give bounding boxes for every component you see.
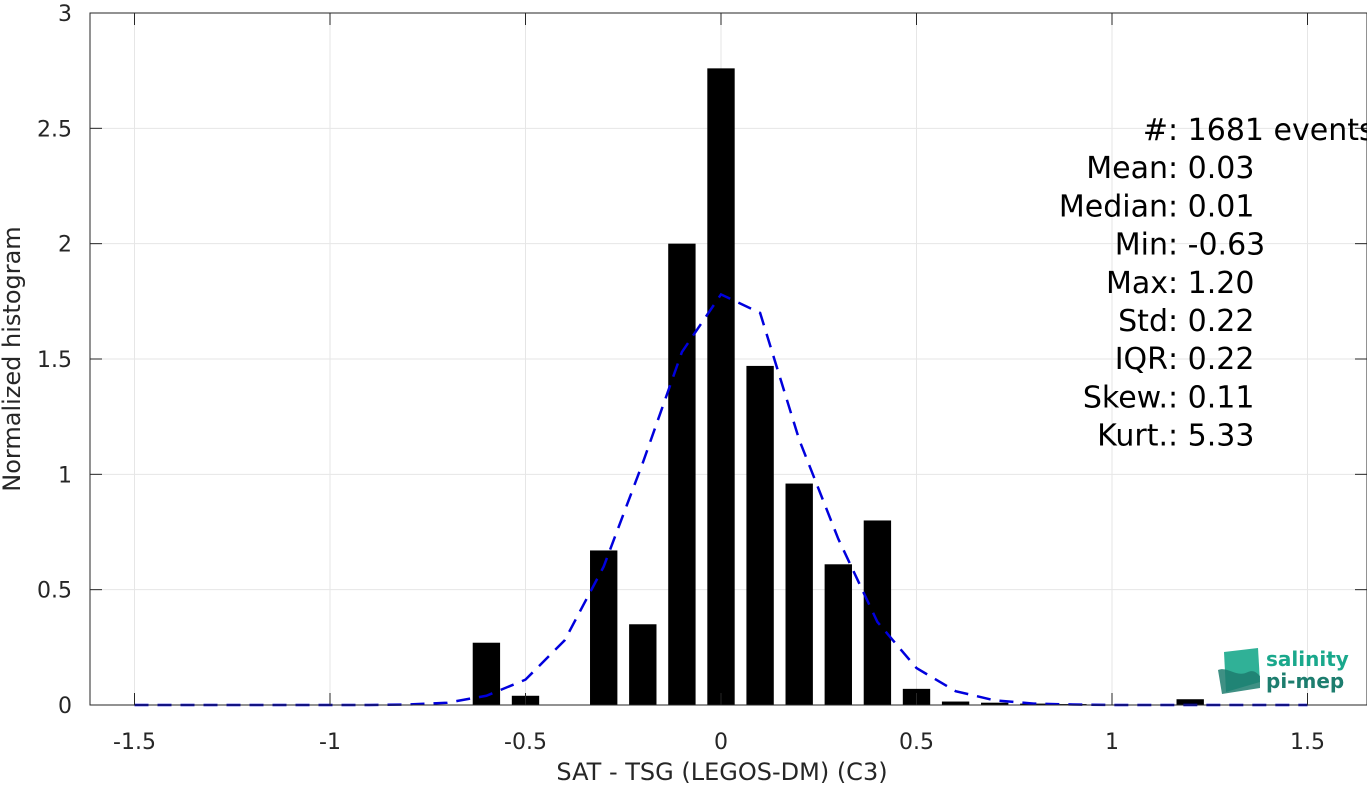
histogram-bar bbox=[863, 520, 892, 705]
histogram-bar bbox=[590, 550, 618, 705]
histogram-bar bbox=[981, 702, 1009, 705]
y-tick-label: 2.5 bbox=[37, 117, 72, 142]
stat-value: : 0.22 bbox=[1168, 342, 1254, 377]
stat-label: # bbox=[1143, 113, 1168, 148]
x-axis-label: SAT - TSG (LEGOS-DM) (C3) bbox=[556, 758, 887, 785]
stat-label: IQR bbox=[1115, 342, 1168, 377]
x-tick-label: -1 bbox=[319, 730, 341, 755]
ticks bbox=[90, 12, 1367, 706]
y-tick-label: 1 bbox=[58, 463, 72, 488]
histogram-bar bbox=[668, 243, 696, 705]
histogram-bar bbox=[824, 564, 852, 705]
x-tick-label: 1.5 bbox=[1290, 730, 1325, 755]
y-tick-label: 2 bbox=[58, 233, 72, 258]
stat-value: : 0.22 bbox=[1168, 304, 1254, 339]
x-tick-label: -1.5 bbox=[113, 730, 156, 755]
stat-value: : 0.03 bbox=[1168, 151, 1254, 186]
histogram-bar bbox=[785, 483, 813, 705]
stat-value: : -0.63 bbox=[1168, 228, 1265, 263]
x-tick-label: -0.5 bbox=[504, 730, 547, 755]
logo-line2: pi-mep bbox=[1266, 669, 1344, 693]
histogram-bar bbox=[629, 624, 657, 705]
stat-value: : 5.33 bbox=[1168, 419, 1254, 454]
bars bbox=[472, 68, 1204, 705]
logo-line1: salinity bbox=[1266, 647, 1349, 671]
y-tick-label: 3 bbox=[58, 2, 72, 27]
stat-value: : 1.20 bbox=[1168, 266, 1254, 301]
histogram-bar bbox=[1176, 699, 1204, 705]
y-tick-labels: 0 0.5 1 1.5 2 2.5 3 bbox=[37, 2, 72, 719]
histogram-bar bbox=[941, 701, 970, 705]
x-tick-label: 1 bbox=[1105, 730, 1119, 755]
y-tick-label: 1.5 bbox=[37, 348, 72, 373]
stat-label: Mean bbox=[1086, 151, 1168, 186]
salinity-pi-mep-logo: salinity pi-mep bbox=[1218, 647, 1349, 694]
stat-label: Kurt. bbox=[1097, 419, 1168, 454]
stat-label: Std bbox=[1118, 304, 1168, 339]
histogram-bar bbox=[746, 365, 774, 705]
logo-icon-wave bbox=[1218, 669, 1260, 694]
y-axis-label: Normalized histogram bbox=[0, 226, 26, 491]
stat-label: Median bbox=[1059, 189, 1168, 224]
stat-value: : 0.11 bbox=[1168, 380, 1254, 415]
y-tick-label: 0.5 bbox=[37, 579, 72, 604]
x-tick-label: 0 bbox=[714, 730, 728, 755]
histogram-bar bbox=[707, 68, 735, 705]
stat-label: Skew. bbox=[1083, 380, 1168, 415]
stat-label: Max bbox=[1106, 266, 1168, 301]
stat-value: : 0.01 bbox=[1168, 189, 1254, 224]
y-tick-label: 0 bbox=[58, 694, 72, 719]
stat-label: Min bbox=[1115, 228, 1168, 263]
stat-value: : 1681 events bbox=[1168, 113, 1367, 148]
x-tick-label: 0.5 bbox=[899, 730, 934, 755]
x-tick-labels: -1.5 -1 -0.5 0 0.5 1 1.5 bbox=[113, 730, 1325, 755]
